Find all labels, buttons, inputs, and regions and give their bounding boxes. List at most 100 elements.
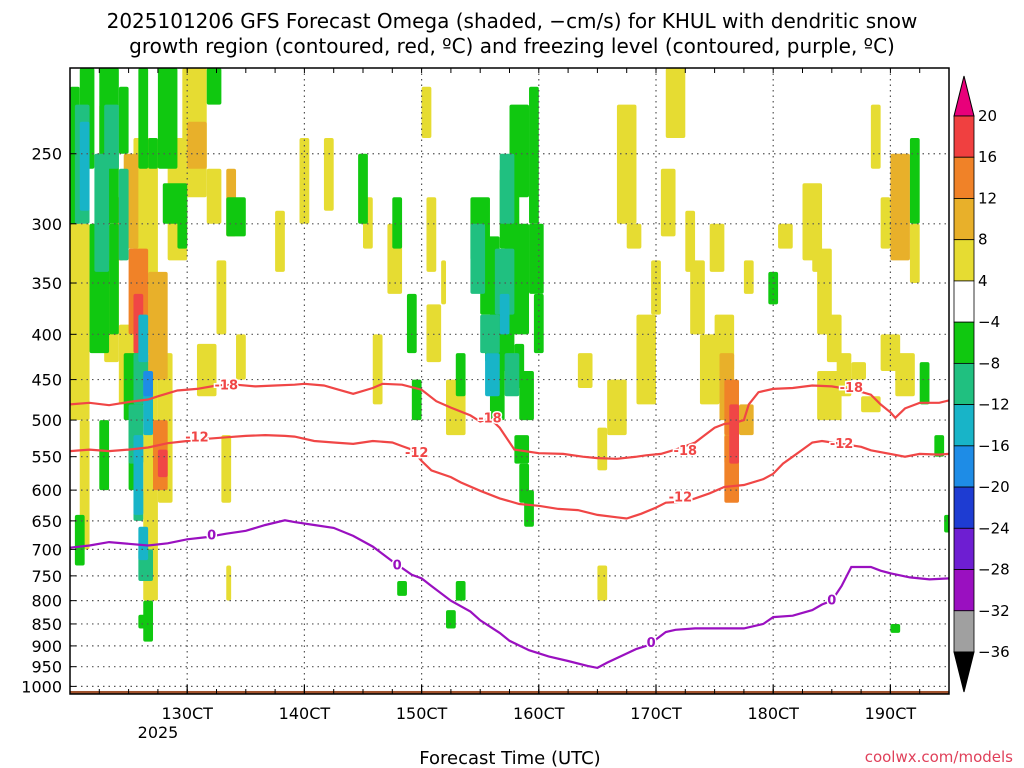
y-tick-label: 850 bbox=[31, 615, 62, 634]
omega-cell bbox=[70, 223, 90, 421]
omega-cell bbox=[597, 427, 608, 471]
contour-label: 0 bbox=[827, 594, 836, 609]
omega-cell bbox=[909, 138, 920, 224]
omega-cell bbox=[323, 138, 334, 211]
omega-cell bbox=[226, 197, 246, 237]
omega-cell bbox=[934, 435, 945, 457]
omega-cell bbox=[919, 362, 930, 405]
colorbar-swatch bbox=[953, 198, 975, 241]
omega-cell bbox=[138, 314, 149, 363]
contour-label: -12 bbox=[830, 437, 854, 452]
y-tick-label: 600 bbox=[31, 481, 62, 500]
colorbar-label: −12 bbox=[978, 396, 1010, 414]
omega-cell bbox=[778, 223, 793, 249]
x-axis-title: Forecast Time (UTC) bbox=[419, 748, 600, 768]
omega-cell bbox=[529, 86, 539, 224]
omega-cell bbox=[104, 104, 119, 169]
contour-label: -18 bbox=[478, 412, 502, 427]
colorbar-swatch bbox=[953, 115, 975, 158]
y-tick-label: 750 bbox=[31, 567, 62, 586]
contour-line bbox=[70, 433, 949, 520]
omega-cell bbox=[143, 370, 154, 397]
omega-cell bbox=[421, 86, 432, 139]
x-tick-label: 160CT bbox=[513, 704, 565, 723]
colorbar-swatch bbox=[953, 569, 975, 612]
omega-cell bbox=[441, 260, 447, 305]
contour-label: 0 bbox=[647, 636, 656, 651]
omega-cell bbox=[455, 580, 466, 601]
omega-cell bbox=[895, 353, 915, 397]
omega-cell bbox=[397, 580, 407, 596]
omega-cell bbox=[221, 435, 232, 503]
colorbar-top-arrow bbox=[953, 75, 975, 117]
omega-cell bbox=[685, 210, 696, 272]
omega-cell bbox=[690, 260, 705, 335]
colorbar-label: −20 bbox=[978, 478, 1010, 496]
omega-cell bbox=[519, 370, 534, 421]
y-tick-label: 500 bbox=[31, 411, 62, 430]
colorbar-bottom-arrow bbox=[953, 651, 975, 693]
y-tick-label: 700 bbox=[31, 540, 62, 559]
omega-cell bbox=[94, 153, 110, 272]
omega-cell bbox=[216, 260, 227, 335]
omega-cell bbox=[851, 362, 866, 380]
contour-label: -18 bbox=[840, 381, 864, 396]
omega-cell bbox=[739, 404, 754, 436]
colorbar-label: −28 bbox=[978, 561, 1010, 579]
colorbar: 20 16 12 8 4 −4 −8 −12 −16 −20 −24 −28 −32 −36 bbox=[953, 75, 1010, 693]
omega-cell bbox=[743, 260, 754, 294]
omega-cell bbox=[861, 396, 881, 413]
contour-line bbox=[70, 519, 949, 670]
omega-cell bbox=[118, 86, 129, 154]
x-tick-label: 170CT bbox=[630, 704, 682, 723]
x-tick-label: 150CT bbox=[396, 704, 448, 723]
credit-text: coolwx.com/models bbox=[865, 748, 1013, 766]
omega-cell bbox=[826, 314, 842, 363]
x-tick-label: 130CT bbox=[161, 704, 213, 723]
omega-cell bbox=[109, 223, 119, 335]
colorbar-swatch bbox=[953, 445, 975, 488]
omega-cell bbox=[372, 334, 383, 405]
omega-cell bbox=[99, 420, 110, 491]
plot-frame bbox=[69, 67, 950, 695]
omega-cell bbox=[660, 168, 676, 237]
omega-shading bbox=[70, 68, 949, 642]
colorbar-label: 20 bbox=[978, 107, 997, 125]
y-tick-label: 1000 bbox=[21, 677, 62, 696]
omega-cell bbox=[187, 121, 207, 169]
contour-line bbox=[70, 382, 949, 460]
contour-label: -12 bbox=[185, 430, 209, 445]
grid-lines bbox=[70, 68, 949, 694]
colorbar-swatch bbox=[953, 280, 975, 323]
contour-label: -18 bbox=[215, 379, 239, 394]
colorbar-label: −4 bbox=[978, 313, 1000, 331]
omega-cell bbox=[499, 153, 515, 224]
omega-cell bbox=[275, 210, 285, 272]
omega-cell bbox=[157, 68, 178, 169]
colorbar-label: −32 bbox=[978, 602, 1010, 620]
omega-cell bbox=[524, 490, 534, 527]
omega-cell bbox=[226, 565, 232, 601]
omega-cell bbox=[206, 68, 222, 105]
omega-cell bbox=[870, 104, 881, 169]
y-axis: 250 300 350 400 450 500 550 600 650 700 750 800 850 9… bbox=[21, 145, 76, 696]
omega-cell bbox=[138, 68, 149, 169]
plot-area: -18 -18 -18 -18 -12 -12 -12 -12 0 0 0 0 bbox=[69, 67, 950, 695]
omega-cell bbox=[890, 153, 910, 261]
y-tick-label: 550 bbox=[31, 448, 62, 467]
omega-cell bbox=[157, 449, 168, 478]
y-tick-label: 800 bbox=[31, 592, 62, 611]
omega-cell bbox=[485, 353, 500, 397]
omega-cell bbox=[392, 197, 403, 249]
omega-cell bbox=[607, 379, 627, 436]
omega-cell bbox=[533, 293, 544, 354]
omega-cell bbox=[426, 197, 437, 272]
y-tick-label: 250 bbox=[31, 145, 62, 164]
x-tick-label: 190CT bbox=[865, 704, 917, 723]
omega-cell bbox=[470, 223, 486, 294]
contour-label: -12 bbox=[405, 446, 429, 461]
omega-cell bbox=[118, 168, 129, 261]
omega-cell bbox=[499, 293, 510, 335]
y-tick-label: 300 bbox=[31, 215, 62, 234]
x-tick-label: 180CT bbox=[747, 704, 799, 723]
